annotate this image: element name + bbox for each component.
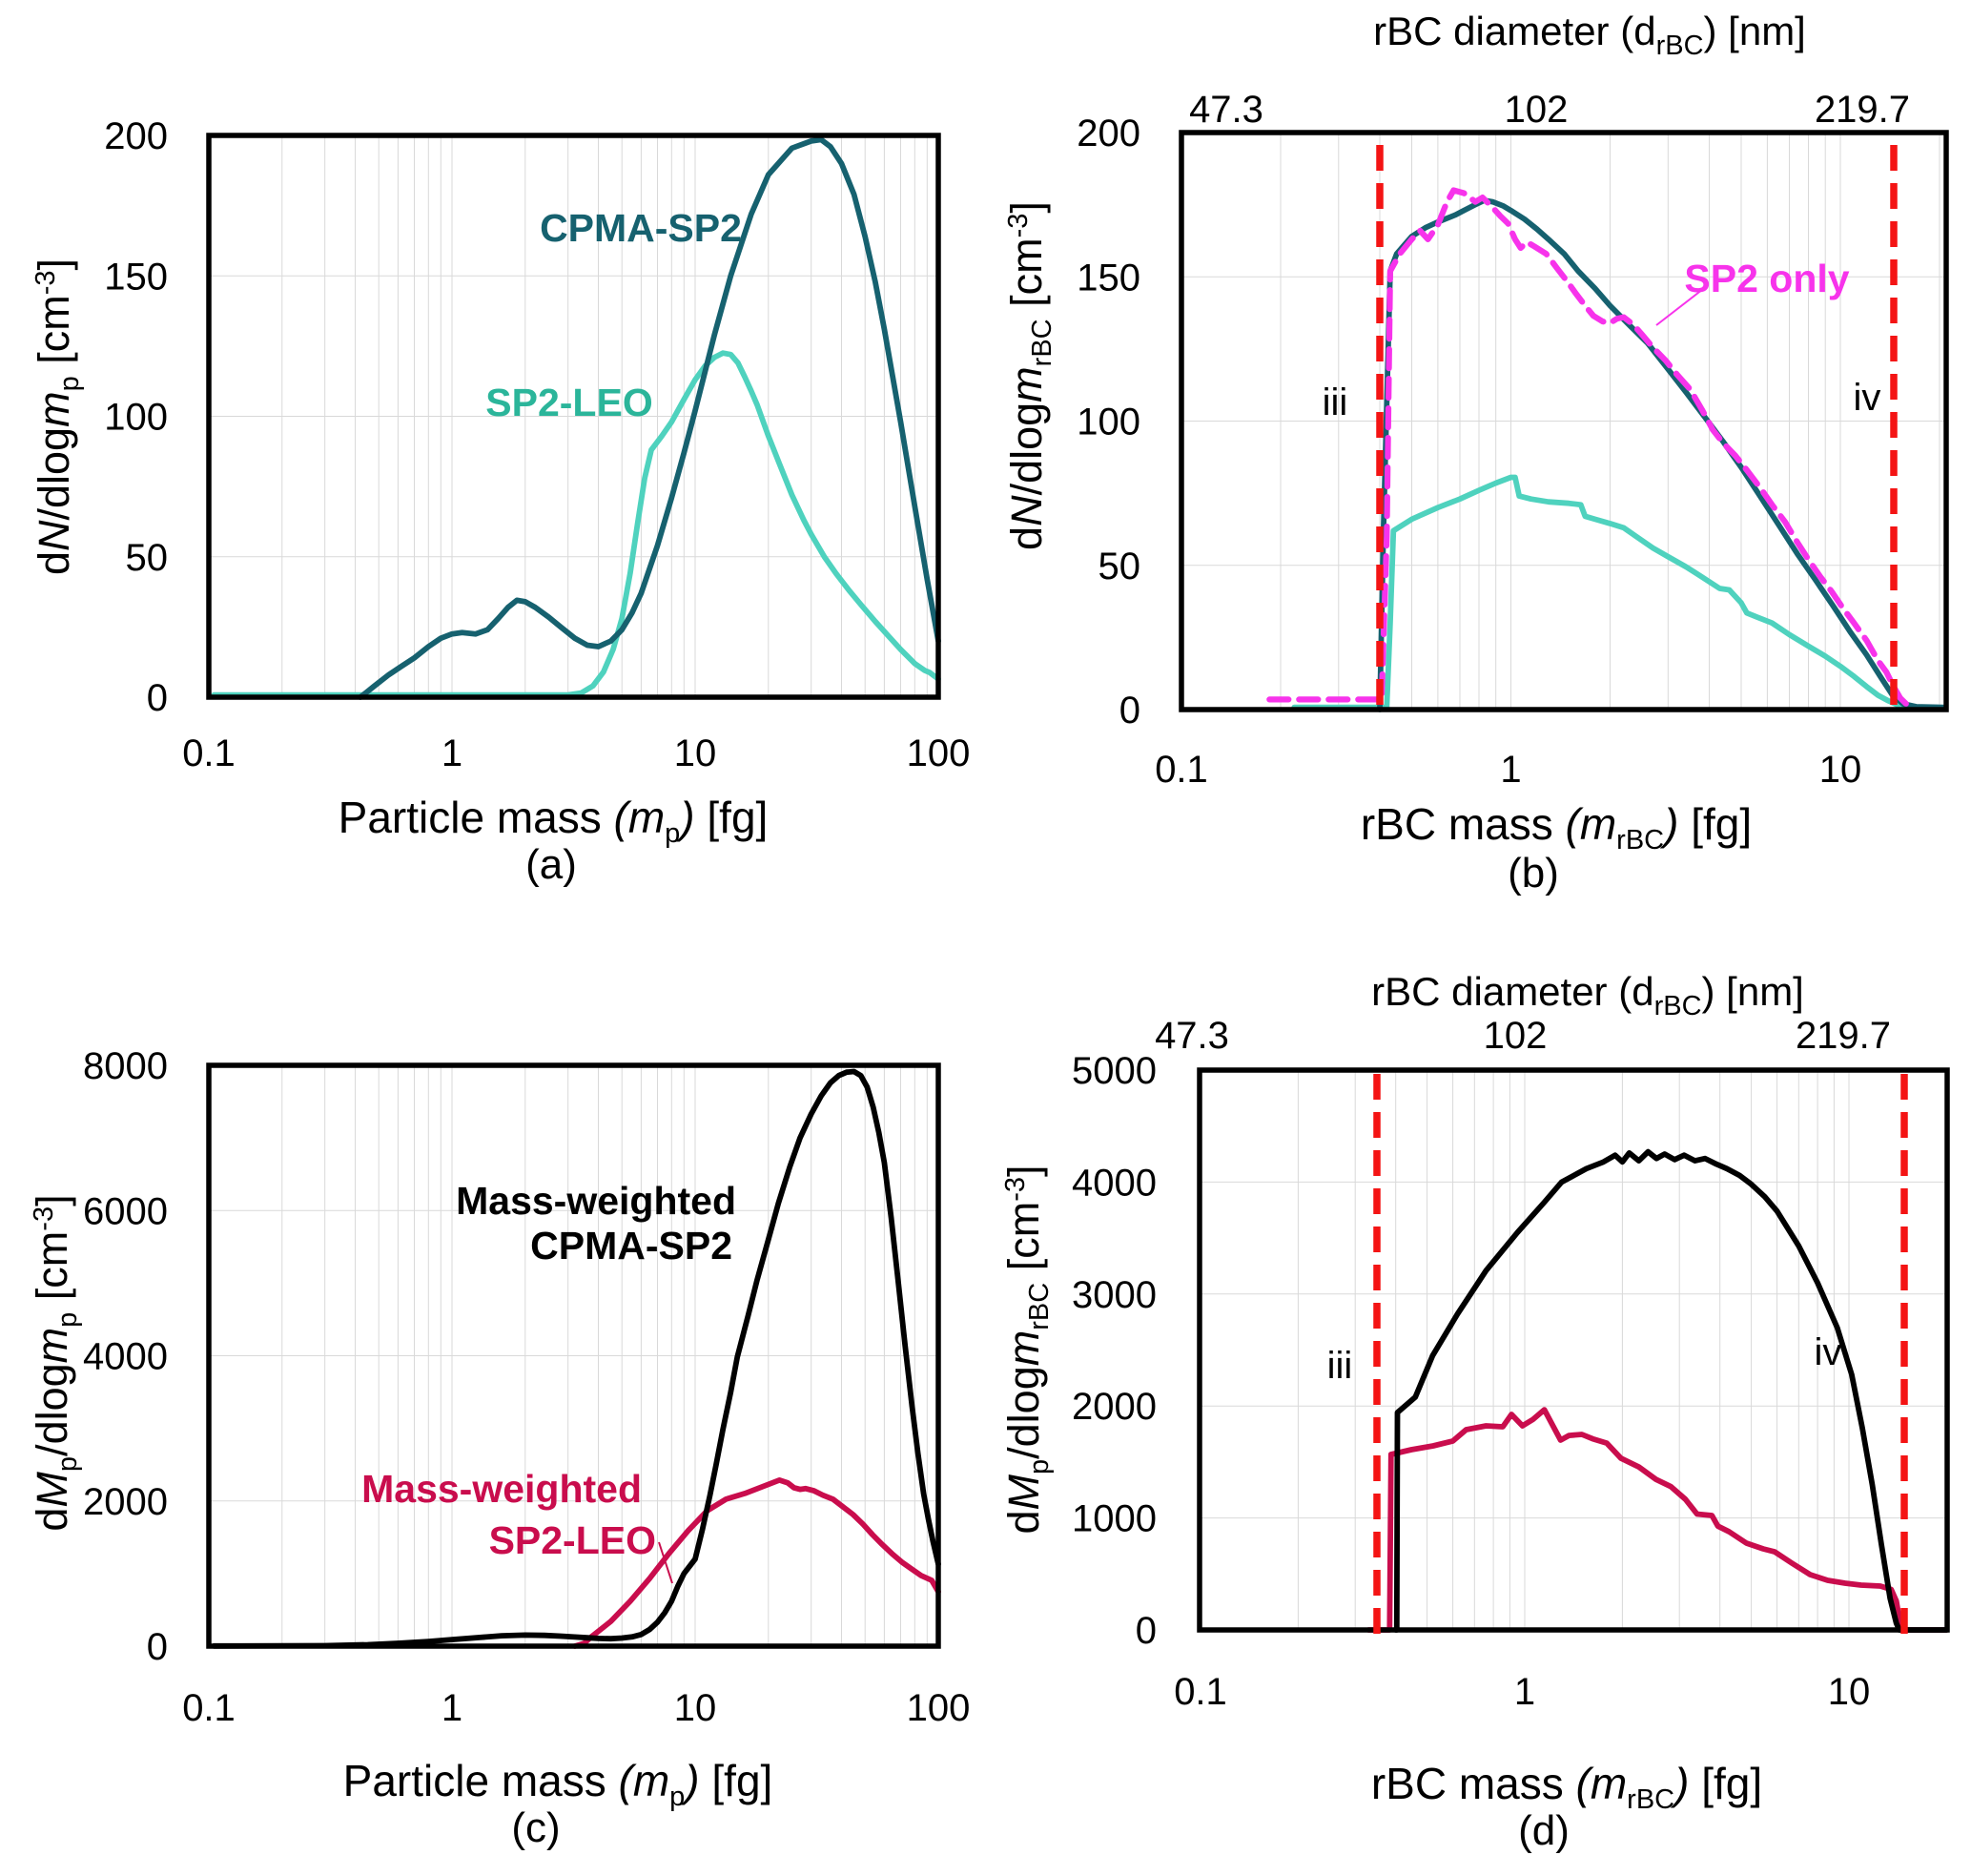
svg-text:150: 150	[1077, 257, 1140, 299]
svg-text:Mass-weighted: Mass-weighted	[456, 1179, 736, 1223]
svg-text:5000: 5000	[1072, 1050, 1157, 1092]
svg-text:(b): (b)	[1508, 850, 1559, 897]
svg-text:rBC mass (mrBC​) [fg]: rBC mass (mrBC​) [fg]	[1371, 1759, 1762, 1815]
svg-text:0.1: 0.1	[182, 1687, 236, 1729]
svg-text:8000: 8000	[83, 1045, 168, 1087]
svg-text:0.1: 0.1	[1155, 749, 1208, 791]
svg-text:1: 1	[441, 732, 462, 774]
svg-text:10: 10	[674, 732, 717, 774]
svg-text:SP2-LEO: SP2-LEO	[485, 381, 652, 424]
svg-text:(d): (d)	[1518, 1807, 1570, 1854]
svg-text:150: 150	[104, 256, 168, 298]
svg-text:50: 50	[1098, 546, 1141, 588]
svg-text:rBC diameter (drBC​) [nm]: rBC diameter (drBC​) [nm]	[1371, 969, 1804, 1021]
svg-text:100: 100	[907, 1687, 971, 1729]
svg-text:102: 102	[1484, 1015, 1548, 1057]
svg-text:10: 10	[674, 1687, 717, 1729]
svg-text:Mass-weighted: Mass-weighted	[361, 1467, 642, 1511]
svg-text:100: 100	[1077, 402, 1140, 443]
svg-text:iii: iii	[1323, 381, 1348, 423]
svg-text:1000: 1000	[1072, 1498, 1157, 1540]
svg-text:0: 0	[147, 677, 168, 719]
svg-text:CPMA-SP2: CPMA-SP2	[540, 206, 742, 250]
svg-text:10: 10	[1819, 749, 1862, 791]
svg-text:0: 0	[1119, 690, 1140, 732]
svg-text:4000: 4000	[1072, 1162, 1157, 1204]
svg-text:iii: iii	[1327, 1345, 1353, 1387]
svg-text:0.1: 0.1	[1174, 1671, 1227, 1713]
svg-text:1: 1	[1500, 749, 1521, 791]
svg-text:(c): (c)	[511, 1804, 560, 1851]
svg-text:3000: 3000	[1072, 1274, 1157, 1316]
svg-text:1: 1	[441, 1687, 462, 1729]
svg-text:2000: 2000	[1072, 1386, 1157, 1428]
svg-text:SP2-LEO: SP2-LEO	[489, 1518, 656, 1562]
svg-text:CPMA-SP2: CPMA-SP2	[530, 1224, 732, 1268]
svg-text:50: 50	[126, 537, 169, 579]
svg-text:102: 102	[1505, 89, 1569, 131]
svg-text:rBC diameter (drBC​) [nm]: rBC diameter (drBC​) [nm]	[1373, 9, 1806, 61]
svg-text:SP2 only: SP2 only	[1684, 257, 1849, 300]
svg-text:0: 0	[1136, 1610, 1157, 1652]
svg-text:Particle mass (mp​) [fg]: Particle mass (mp​) [fg]	[339, 793, 769, 849]
svg-text:iv: iv	[1815, 1331, 1842, 1373]
svg-text:Particle mass (mp​) [fg]: Particle mass (mp​) [fg]	[343, 1756, 773, 1812]
svg-text:rBC mass (mrBC​) [fg]: rBC mass (mrBC​) [fg]	[1361, 799, 1752, 856]
svg-text:100: 100	[907, 732, 971, 774]
svg-text:100: 100	[104, 397, 168, 439]
svg-text:219.7: 219.7	[1815, 89, 1910, 131]
svg-text:4000: 4000	[83, 1336, 168, 1378]
svg-text:dMp​/dlogmp​ [cm-3​]: dMp​/dlogmp​ [cm-3​]	[28, 1194, 83, 1531]
svg-text:(a): (a)	[525, 841, 577, 888]
svg-text:6000: 6000	[83, 1190, 168, 1232]
svg-text:2000: 2000	[83, 1481, 168, 1523]
svg-text:200: 200	[104, 115, 168, 157]
svg-text:0: 0	[147, 1626, 168, 1668]
svg-text:dMp​/dlogmrBC​ [cm-3​]: dMp​/dlogmrBC​ [cm-3​]	[999, 1165, 1055, 1534]
svg-text:10: 10	[1828, 1671, 1871, 1713]
svg-text:47.3: 47.3	[1189, 89, 1263, 131]
svg-text:219.7: 219.7	[1796, 1015, 1891, 1057]
svg-text:iv: iv	[1854, 377, 1881, 419]
svg-text:dN/dlogmp​ [cm-3​]: dN/dlogmp​ [cm-3​]	[30, 258, 85, 575]
svg-text:1: 1	[1514, 1671, 1535, 1713]
svg-text:0.1: 0.1	[182, 732, 236, 774]
svg-text:47.3: 47.3	[1155, 1015, 1229, 1057]
svg-text:200: 200	[1077, 113, 1140, 155]
svg-text:dN/dlogmrBC​ [cm-3​]: dN/dlogmrBC​ [cm-3​]	[1002, 201, 1057, 550]
